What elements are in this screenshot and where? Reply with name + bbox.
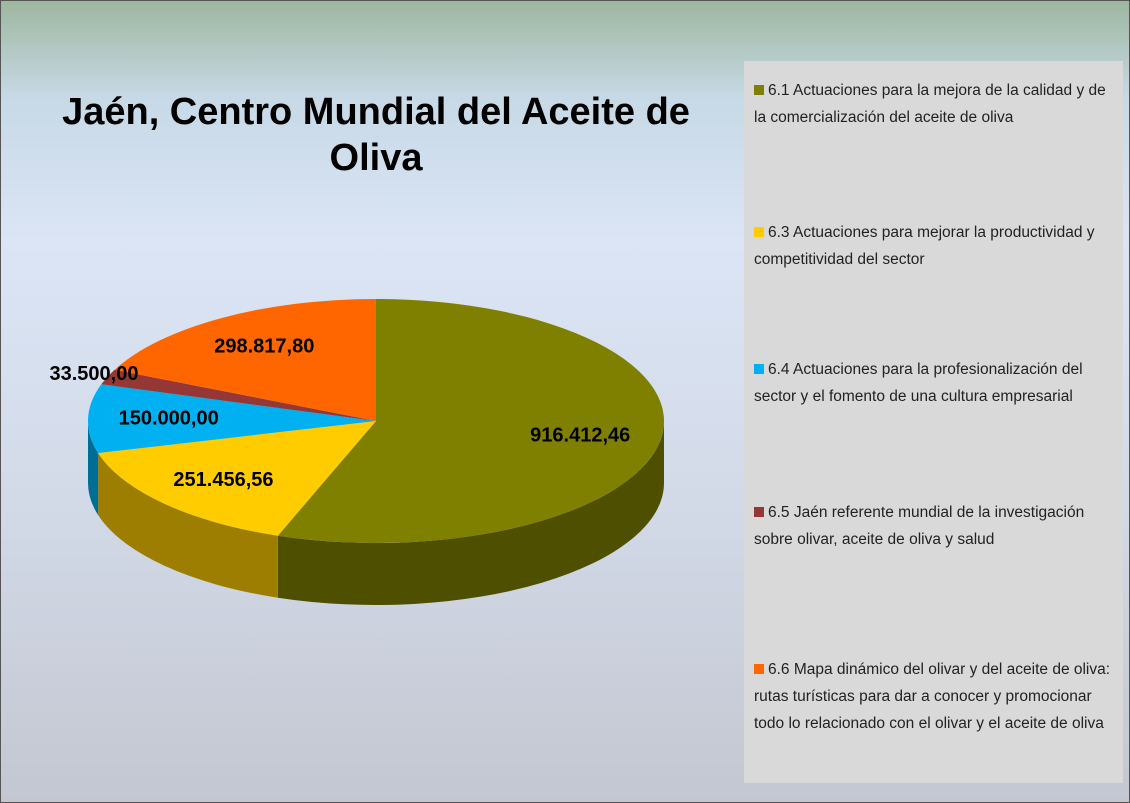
legend-label: 6.1 Actuaciones para la mejora de la cal…: [754, 82, 1106, 126]
pie-slice: [277, 299, 665, 544]
legend-item: 6.3 Actuaciones para mejorar la producti…: [754, 219, 1116, 273]
pie-slice: [98, 421, 376, 536]
pie-side: [98, 453, 278, 598]
legend-label: 6.6 Mapa dinámico del olivar y del aceit…: [754, 661, 1111, 732]
legend-label: 6.4 Actuaciones para la profesionalizaci…: [754, 361, 1083, 405]
data-label: 298.817,80: [214, 335, 314, 357]
pie-slice: [101, 369, 376, 421]
pie-slice: [114, 299, 377, 421]
data-label: 251.456,56: [173, 469, 273, 491]
legend-label: 6.3 Actuaciones para mejorar la producti…: [754, 224, 1095, 268]
data-label: 916.412,46: [530, 424, 630, 446]
pie-side: [277, 421, 664, 605]
data-label: 150.000,00: [119, 408, 219, 430]
chart-title: Jaén, Centro Mundial del Aceite de Oliva: [62, 91, 690, 179]
legend-item: 6.6 Mapa dinámico del olivar y del aceit…: [754, 656, 1116, 737]
legend: 6.1 Actuaciones para la mejora de la cal…: [744, 61, 1123, 783]
pie-slice: [88, 384, 376, 454]
legend-swatch: [754, 364, 764, 374]
legend-swatch: [754, 507, 764, 517]
legend-swatch: [754, 85, 764, 95]
legend-item: 6.5 Jaén referente mundial de la investi…: [754, 499, 1116, 553]
legend-item: 6.4 Actuaciones para la profesionalizaci…: [754, 356, 1116, 410]
legend-swatch: [754, 227, 764, 237]
data-label: 33.500,00: [49, 363, 138, 385]
pie-side: [88, 421, 99, 516]
legend-swatch: [754, 664, 764, 674]
legend-item: 6.1 Actuaciones para la mejora de la cal…: [754, 77, 1116, 131]
legend-label: 6.5 Jaén referente mundial de la investi…: [754, 504, 1085, 548]
